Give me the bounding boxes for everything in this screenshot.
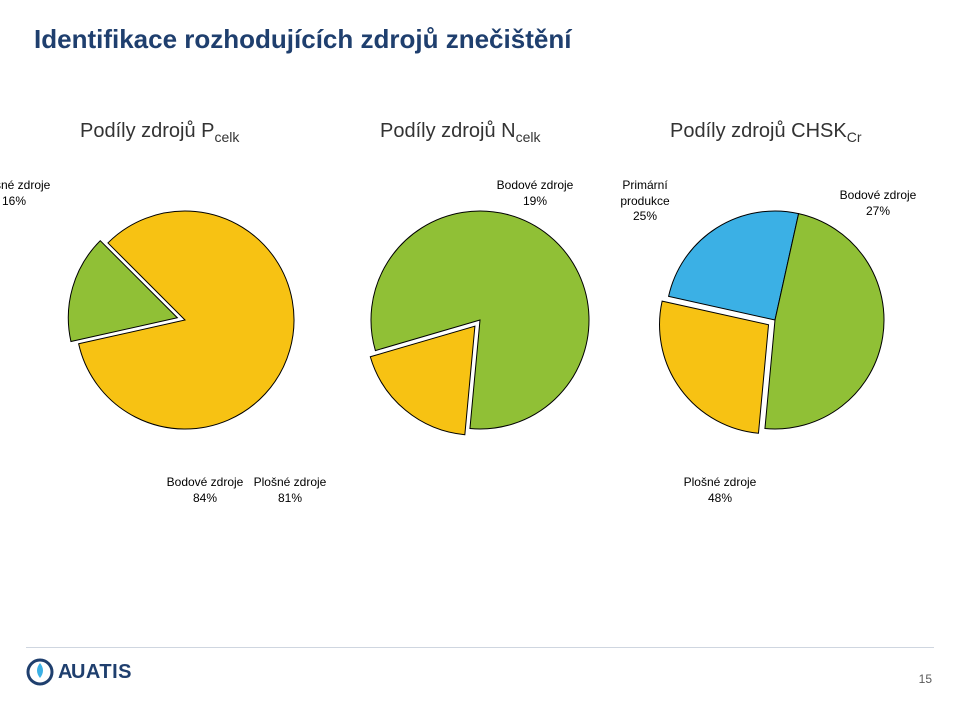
footer-separator bbox=[26, 647, 934, 648]
logo-suffix: UATIS bbox=[71, 661, 132, 684]
pie-slice bbox=[660, 301, 769, 433]
chart-label: Plošné zdroje 81% bbox=[254, 475, 327, 506]
chart-label: Plošné zdroje 16% bbox=[0, 178, 50, 209]
chart-label: Bodové zdroje 19% bbox=[497, 178, 574, 209]
subtitle-chsk-sub: Cr bbox=[847, 129, 862, 145]
page-number: 15 bbox=[919, 672, 932, 686]
pie-chart-p bbox=[36, 171, 334, 469]
logo: A UATIS bbox=[26, 658, 132, 686]
chart-label: Plošné zdroje 48% bbox=[684, 475, 757, 506]
chart-subtitle-chsk: Podíly zdrojů CHSKCr bbox=[670, 120, 862, 145]
chart-subtitle-p: Podíly zdrojů Pcelk bbox=[80, 120, 239, 145]
logo-mark bbox=[26, 658, 54, 686]
page-title: Identifikace rozhodujících zdrojů znečiš… bbox=[34, 24, 571, 55]
subtitle-p-prefix: Podíly zdrojů P bbox=[80, 120, 215, 142]
subtitle-p-sub: celk bbox=[215, 129, 240, 145]
chart-label: Primární produkce 25% bbox=[620, 178, 669, 225]
chart-label: Bodové zdroje 27% bbox=[840, 188, 917, 219]
subtitle-n-sub: celk bbox=[516, 129, 541, 145]
subtitle-chsk-prefix: Podíly zdrojů CHSK bbox=[670, 120, 847, 142]
pie-chart-n bbox=[331, 171, 629, 469]
chart-subtitle-n: Podíly zdrojů Ncelk bbox=[380, 120, 541, 145]
subtitle-n-prefix: Podíly zdrojů N bbox=[380, 120, 516, 142]
logo-text: A UATIS bbox=[58, 661, 132, 684]
chart-label: Bodové zdroje 84% bbox=[167, 475, 244, 506]
